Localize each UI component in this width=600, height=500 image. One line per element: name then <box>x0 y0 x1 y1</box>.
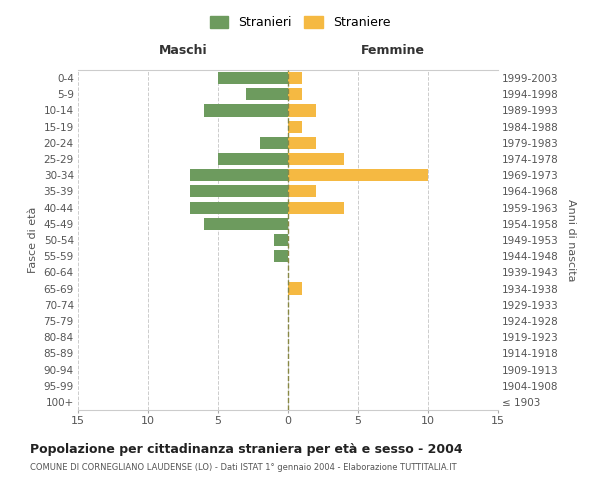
Legend: Stranieri, Straniere: Stranieri, Straniere <box>205 11 395 34</box>
Bar <box>288 137 316 149</box>
Bar <box>288 120 302 132</box>
Text: Femmine: Femmine <box>361 44 425 57</box>
Bar <box>288 282 302 294</box>
Bar <box>218 153 288 165</box>
Bar <box>204 104 288 117</box>
Bar <box>288 153 344 165</box>
Bar <box>190 169 288 181</box>
Bar <box>288 169 428 181</box>
Bar <box>204 218 288 230</box>
Bar <box>288 186 316 198</box>
Y-axis label: Anni di nascita: Anni di nascita <box>566 198 575 281</box>
Text: Maschi: Maschi <box>158 44 208 57</box>
Text: COMUNE DI CORNEGLIANO LAUDENSE (LO) - Dati ISTAT 1° gennaio 2004 - Elaborazione : COMUNE DI CORNEGLIANO LAUDENSE (LO) - Da… <box>30 462 457 471</box>
Text: Popolazione per cittadinanza straniera per età e sesso - 2004: Popolazione per cittadinanza straniera p… <box>30 442 463 456</box>
Bar <box>288 202 344 213</box>
Bar <box>288 72 302 84</box>
Bar <box>190 186 288 198</box>
Bar <box>274 234 288 246</box>
Y-axis label: Fasce di età: Fasce di età <box>28 207 38 273</box>
Bar <box>288 88 302 101</box>
Bar <box>274 250 288 262</box>
Bar <box>260 137 288 149</box>
Bar <box>288 104 316 117</box>
Bar <box>190 202 288 213</box>
Bar <box>246 88 288 101</box>
Bar <box>218 72 288 84</box>
